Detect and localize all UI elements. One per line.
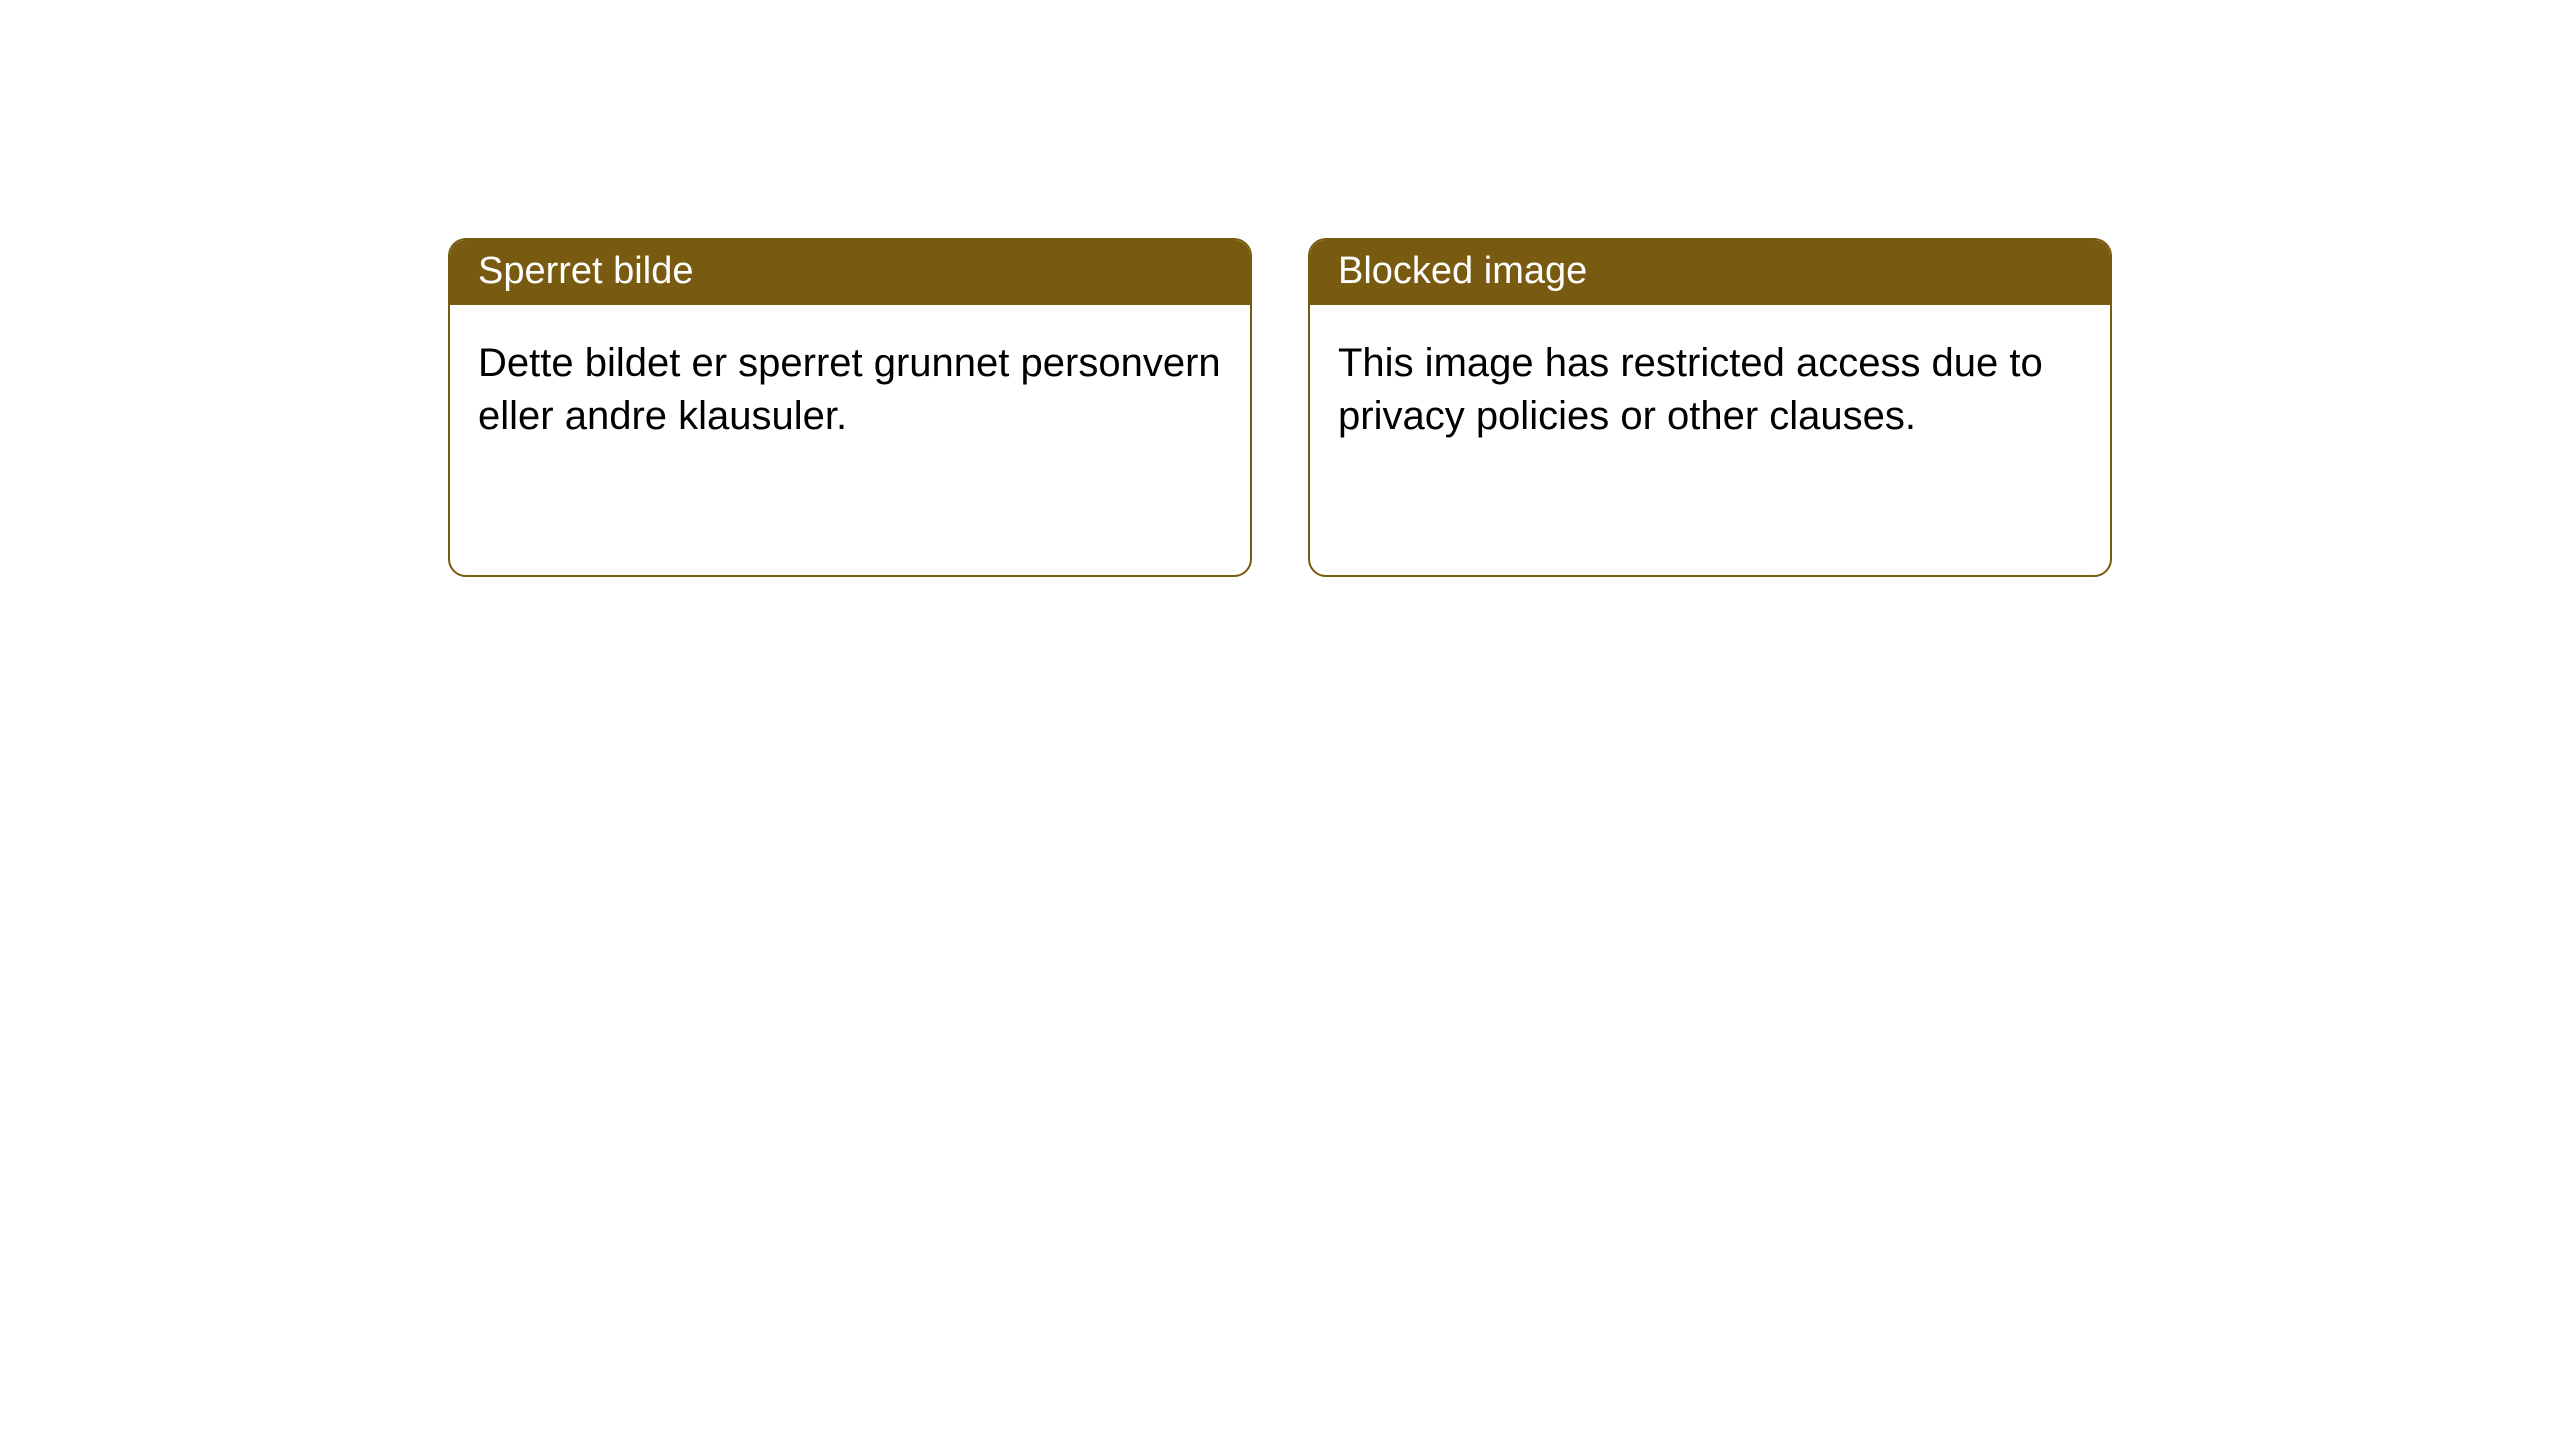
notice-card-norwegian: Sperret bilde Dette bildet er sperret gr… xyxy=(448,238,1252,577)
notice-body: This image has restricted access due to … xyxy=(1310,305,2110,575)
notice-container: Sperret bilde Dette bildet er sperret gr… xyxy=(0,0,2560,577)
notice-body: Dette bildet er sperret grunnet personve… xyxy=(450,305,1250,575)
notice-title: Sperret bilde xyxy=(450,240,1250,305)
notice-title: Blocked image xyxy=(1310,240,2110,305)
notice-card-english: Blocked image This image has restricted … xyxy=(1308,238,2112,577)
